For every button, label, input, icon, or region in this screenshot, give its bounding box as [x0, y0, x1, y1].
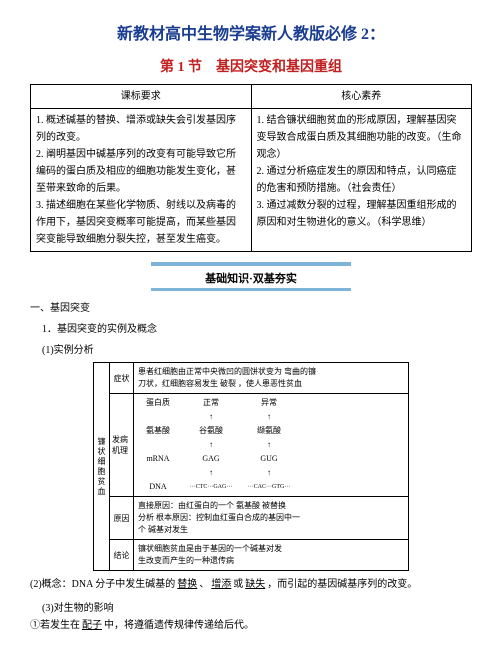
page-title: 新教材高中生物学案新人教版必修 2：	[30, 20, 472, 44]
table-header-right: 核心素养	[251, 85, 472, 109]
diagram-row-label: 发病机理	[110, 394, 134, 496]
requirements-table: 课标要求 核心素养 1. 概述碱基的替换、增添或缺失会引发基因序列的改变。 2.…	[30, 84, 472, 252]
effect-para: ①若发生在配子中，将遵循遗传规律传递给后代。	[30, 618, 472, 634]
mechanism-diagram: 症状 患者红细胞由正常中央微凹的圆饼状变为 弯曲的镰 刀状，红细胞容易发生 破裂…	[109, 362, 409, 571]
diagram-mechanism: 蛋白质正常异常 ↑↑ 氨基酸谷氨酸缬氨酸 ↑↑ mRNAGAGGUG ↑↑ DN…	[134, 394, 408, 496]
heading-1-1-1: (1)实例分析	[42, 341, 472, 356]
diagram-row-label: 结论	[110, 540, 134, 570]
diagram-strip-label: 镰状细胞贫血	[93, 362, 109, 571]
diagram-conclusion: 镰状细胞贫血是由于基因的一个碱基对发 生改变而产生的一种遗传病	[134, 540, 408, 570]
diagram-cause: 直接原因：由红蛋白的一个 氨基酸 被替换 分析 根本原因：控制血红蛋白合成的基因…	[134, 497, 408, 539]
heading-1-1-3: (3)对生物的影响	[42, 599, 472, 614]
banner-text: 基础知识·双基夯实	[151, 268, 351, 288]
section-title: 第 1 节 基因突变和基因重组	[30, 56, 472, 76]
heading-1: 一、基因突变	[30, 299, 472, 314]
section-banner: 基础知识·双基夯实	[151, 262, 351, 291]
concept-para: (2)概念：DNA 分子中发生碱基的替换、增添或缺失，而引起的基因碱基序列的改变…	[30, 577, 472, 593]
diagram-symptom: 患者红细胞由正常中央微凹的圆饼状变为 弯曲的镰 刀状，红细胞容易发生 破裂 ，使…	[134, 363, 408, 393]
table-header-left: 课标要求	[31, 85, 252, 109]
heading-1-1: 1．基因突变的实例及概念	[42, 320, 472, 335]
diagram-row-label: 症状	[110, 363, 134, 393]
table-cell-left: 1. 概述碱基的替换、增添或缺失会引发基因序列的改变。 2. 阐明基因中碱基序列…	[31, 109, 252, 252]
table-cell-right: 1. 结合镰状细胞贫血的形成原因，理解基因突变导致合成蛋白质及其细胞功能的改变。…	[251, 109, 472, 252]
diagram-row-label: 原因	[110, 497, 134, 539]
